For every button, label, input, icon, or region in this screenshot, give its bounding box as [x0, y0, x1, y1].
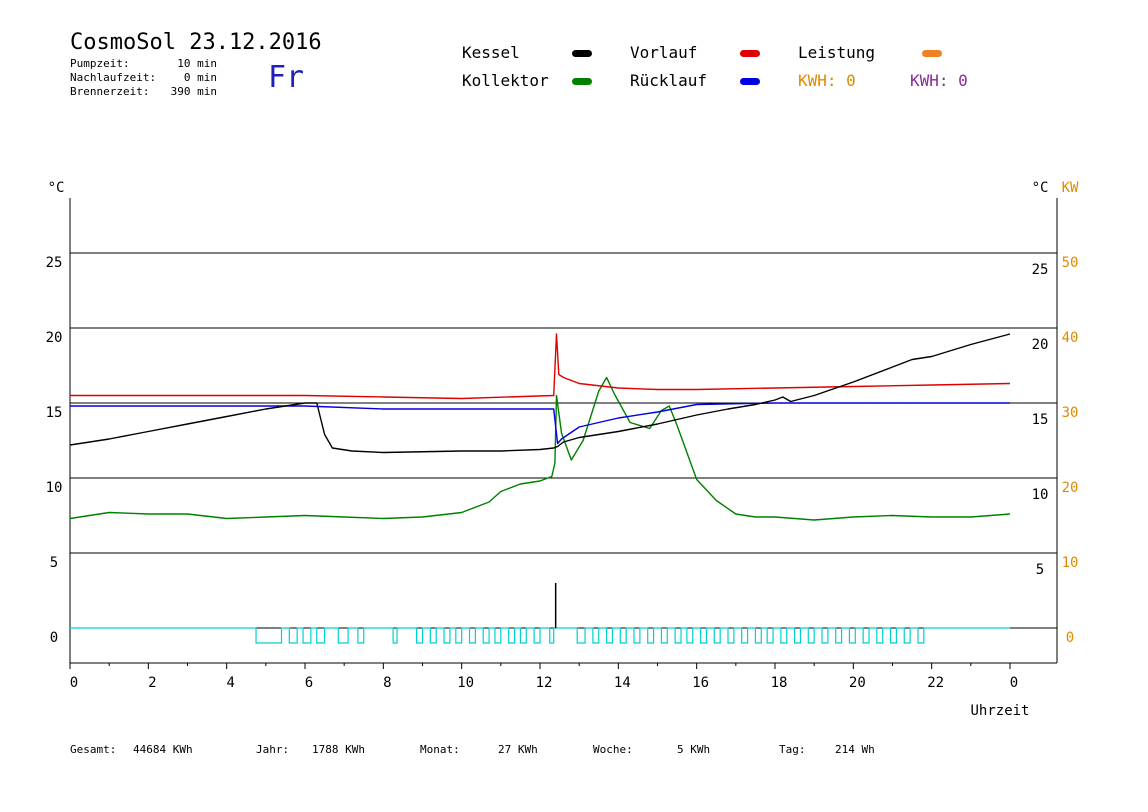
y-left-tick-label: 15: [46, 405, 63, 421]
x-tick-label: 0: [70, 675, 78, 691]
x-tick-label: 14: [614, 675, 631, 691]
weekday-label: Fr: [268, 60, 305, 95]
y-kw-tick-label: 40: [1062, 330, 1079, 346]
stat-nachlaufzeit-value: 0 min: [183, 71, 217, 84]
y-right-tick-label: 25: [1032, 262, 1049, 278]
series-line-ruecklauf: [70, 402, 1010, 445]
stat-brennerzeit-label: Brennerzeit:: [70, 85, 150, 98]
total-tag-value: 214 Wh: [835, 743, 875, 756]
stat-pumpzeit-label: Pumpzeit:: [70, 57, 130, 70]
x-tick-label: 10: [457, 675, 474, 691]
legend-kollektor-label: Kollektor: [462, 71, 549, 90]
y-left-tick-label: 20: [46, 330, 63, 346]
y-kw-tick-label: 0: [1066, 630, 1074, 646]
legend-vorlauf-swatch: [740, 50, 760, 57]
x-tick-label: 18: [771, 675, 788, 691]
x-tick-label: 12: [536, 675, 553, 691]
series-lines: [69, 333, 1011, 628]
legend-kwh2: KWH: 0: [910, 71, 968, 90]
legend-vorlauf-label: Vorlauf: [630, 43, 698, 62]
y-kw-tick-label: 10: [1062, 555, 1079, 571]
x-tick-label: 4: [226, 675, 234, 691]
x-tick-label: 6: [305, 675, 313, 691]
legend-kessel-label: Kessel: [462, 43, 520, 62]
total-woche-label: Woche:: [593, 743, 633, 756]
legend-leistung-label: Leistung: [798, 43, 876, 62]
legend-kessel-swatch: [572, 50, 592, 57]
y-left-tick-label: 10: [46, 480, 63, 496]
y-kw-tick-label: 20: [1062, 480, 1079, 496]
stat-nachlaufzeit-label: Nachlaufzeit:: [70, 71, 157, 84]
y-kw-axis-label: KW: [1062, 180, 1079, 196]
pump-series: [70, 627, 1010, 644]
series-line-vorlauf: [70, 333, 1011, 400]
chart-title: CosmoSol 23.12.2016: [70, 30, 322, 55]
legend-kwh1: KWH: 0: [798, 71, 856, 90]
y-right-axis-label: °C: [1032, 180, 1049, 196]
y-left-tick-label: 0: [50, 630, 58, 646]
total-monat-value: 27 KWh: [498, 743, 538, 756]
y-kw-tick-label: 30: [1062, 405, 1079, 421]
y-left-tick-label: 5: [50, 555, 58, 571]
x-axis-label: Uhrzeit: [970, 703, 1029, 719]
legend-ruecklauf-label: Rücklauf: [630, 71, 708, 90]
total-jahr-label: Jahr:: [256, 743, 290, 756]
x-tick-label: 8: [383, 675, 391, 691]
x-tick-label: 20: [849, 675, 866, 691]
y-kw-tick-label: 50: [1062, 255, 1079, 271]
total-gesamt-value: 44684 KWh: [133, 743, 193, 756]
y-left-tick-label: 25: [46, 255, 63, 271]
y-right-tick-label: 5: [1036, 562, 1044, 578]
chart-axes: [69, 198, 1058, 669]
x-tick-label: 22: [927, 675, 944, 691]
x-tick-label: 16: [692, 675, 709, 691]
legend-leistung-swatch: [922, 50, 942, 57]
stat-brennerzeit-value: 390 min: [170, 85, 217, 98]
legend-kollektor-swatch: [572, 78, 592, 85]
x-tick-label: 2: [148, 675, 156, 691]
series-line-kessel: [69, 333, 1011, 454]
total-gesamt-label: Gesamt:: [70, 743, 117, 756]
total-jahr-value: 1788 KWh: [312, 743, 365, 756]
chart-labels: 0 2 4 6 8 10 12 14 16 18 20 22 0 0 5 10 15 20 25 5 10 15 20 25 0…: [46, 180, 1079, 719]
stat-pumpzeit-value: 10 min: [177, 57, 217, 70]
y-right-tick-label: 20: [1032, 337, 1049, 353]
y-right-tick-label: 10: [1032, 487, 1049, 503]
series-line-kollektor: [69, 376, 1011, 521]
total-tag-label: Tag:: [779, 743, 806, 756]
legend-ruecklauf-swatch: [740, 78, 760, 85]
total-woche-value: 5 KWh: [677, 743, 711, 756]
pump-trace: [70, 627, 1010, 644]
total-monat-label: Monat:: [420, 743, 460, 756]
y-right-tick-label: 15: [1032, 412, 1049, 428]
y-left-axis-label: °C: [48, 180, 65, 196]
x-tick-label: 0: [1010, 675, 1018, 691]
